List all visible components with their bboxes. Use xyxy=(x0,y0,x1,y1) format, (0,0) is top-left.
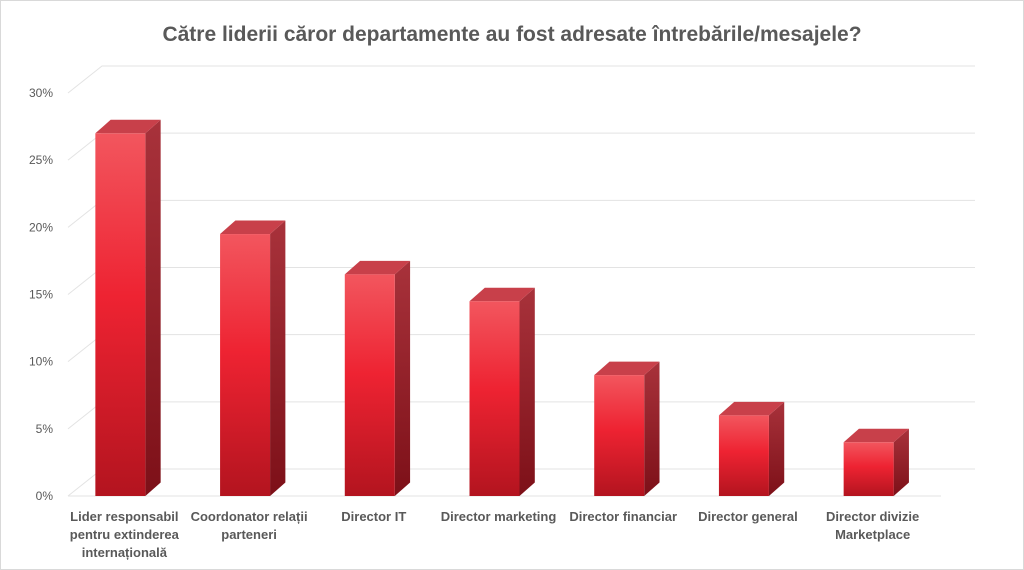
bar-front xyxy=(718,415,769,496)
x-category-label: Director financiar xyxy=(569,509,677,524)
bar-front xyxy=(469,301,520,496)
bar xyxy=(95,119,161,497)
bar-top xyxy=(95,119,161,134)
y-tick-label: 5% xyxy=(36,422,54,436)
gridline xyxy=(67,199,975,228)
bar xyxy=(469,287,535,496)
bar xyxy=(344,260,411,496)
bar-side xyxy=(893,428,909,496)
bar-top xyxy=(718,401,785,416)
bar-front xyxy=(594,375,645,496)
chart-title: Către liderii căror departamente au fost… xyxy=(162,23,862,46)
bar xyxy=(718,401,785,496)
bar-side xyxy=(270,220,286,497)
y-tick-label: 20% xyxy=(29,220,53,234)
y-tick-label: 25% xyxy=(29,153,53,167)
bar-front xyxy=(220,234,271,497)
bar-side xyxy=(768,401,785,496)
x-category-label: Director divizie Marketplace xyxy=(826,509,919,542)
y-tick-label: 30% xyxy=(29,86,53,100)
bar-top xyxy=(469,287,535,302)
bar-side xyxy=(145,119,161,497)
bar xyxy=(843,428,909,496)
bar-front xyxy=(843,442,894,496)
bar-front xyxy=(344,274,395,496)
bar-top xyxy=(220,220,286,235)
x-axis-category-labels: Lider responsabil pentru extinderea intern… xyxy=(70,509,919,560)
x-category-label: Coordonator relații parteneri xyxy=(191,509,308,542)
gridline xyxy=(67,65,975,94)
bar xyxy=(594,361,660,496)
bar-top xyxy=(843,428,909,443)
bars-layer xyxy=(95,119,909,497)
y-tick-label: 15% xyxy=(29,288,53,302)
x-category-label: Lider responsabil pentru extinderea intern… xyxy=(70,509,180,560)
bar-top xyxy=(344,260,411,275)
y-tick-label: 10% xyxy=(29,355,53,369)
bar-side xyxy=(519,287,535,496)
gridline xyxy=(67,132,975,161)
bar xyxy=(220,220,286,497)
x-category-label: Director marketing xyxy=(441,509,557,524)
x-category-label: Director IT xyxy=(341,509,406,524)
bar-side xyxy=(394,260,411,496)
y-tick-label: 0% xyxy=(36,489,54,503)
x-category-label: Director general xyxy=(698,509,798,524)
bar-top xyxy=(594,361,660,376)
y-axis-tick-labels: 0% 5% 10% 15% 20% 25% 30% xyxy=(29,86,53,503)
bar-side xyxy=(644,361,660,496)
bar-front xyxy=(95,133,146,497)
